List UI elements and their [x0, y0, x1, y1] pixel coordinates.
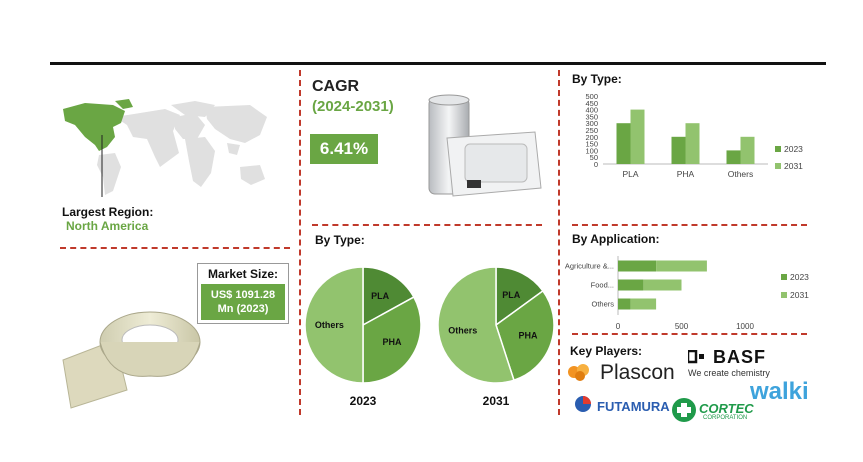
type-bar-ytick: 350 [585, 112, 598, 121]
basf-tagline: We create chemistry [688, 368, 770, 378]
type-bar-title: By Type: [572, 72, 622, 86]
application-bar-row0-2023 [618, 260, 657, 272]
type-bar-ytick: 250 [585, 126, 598, 135]
pie-2023-slice-others [304, 266, 364, 384]
type-bar-ytick: 300 [585, 119, 598, 128]
world-map [63, 99, 267, 197]
cagr-years: (2024-2031) [312, 98, 394, 115]
type-bar-category-label: PHA [677, 169, 695, 179]
type-bar-legend-2031: 2031 [784, 161, 803, 171]
type-bar-ytick: 500 [585, 92, 598, 101]
cortec-logo-subtext: CORPORATION [703, 415, 748, 421]
divider-right-h2 [572, 333, 807, 335]
pie-2031-title: 2031 [483, 394, 510, 408]
plascon-logo-icon [568, 364, 589, 381]
application-bar-legend-swatch-2023 [781, 274, 787, 280]
application-bar-xtick: 500 [675, 322, 689, 331]
type-bar-ytick: 100 [585, 146, 598, 155]
market-size-value-box: US$ 1091.28 Mn (2023) [201, 284, 285, 320]
market-size-value-line2: Mn (2023) [217, 303, 269, 315]
market-size-value-line1: US$ 1091.28 [210, 289, 276, 301]
basf-logo-icon [688, 350, 704, 364]
pie-2023-slice-pla [362, 266, 415, 327]
pie-2023-label-pla: PLA [371, 291, 390, 301]
application-bar-category-label: Agriculture &... [565, 262, 614, 271]
divider-right [558, 70, 560, 415]
type-bar-pha-2023 [671, 136, 686, 164]
type-bar-ytick: 150 [585, 140, 598, 149]
divider-mid-h [312, 224, 542, 226]
type-bar-pla-2031 [630, 109, 645, 164]
application-bar-row1-2023 [618, 279, 644, 291]
pie-2031: PLA PHA Others 2031 [437, 266, 555, 408]
pie-2031-label-pla: PLA [502, 290, 521, 300]
application-bar-xtick: 1000 [736, 322, 754, 331]
pie-section-title: By Type: [315, 233, 365, 247]
application-bar-row1-2031 [643, 279, 682, 291]
pie-charts: PLA PHA Others 2023 PLA PHA Others 2031 [304, 266, 555, 408]
type-bar-legend-swatch-2031 [775, 163, 781, 169]
divider-left-h [60, 247, 290, 249]
largest-region-label: Largest Region: [62, 205, 154, 219]
pie-2031-slice-pla [495, 266, 544, 327]
type-bar-ytick: 450 [585, 99, 598, 108]
application-bar-legend-2031: 2031 [790, 290, 809, 300]
type-bar-ytick: 200 [585, 133, 598, 142]
cagr-value: 6.41% [310, 134, 378, 164]
futamura-logo-text: FUTAMURA [597, 399, 670, 414]
divider-left [299, 70, 301, 415]
type-bar-ytick: 50 [590, 153, 598, 162]
application-bar-row2-2023 [618, 298, 631, 310]
futamura-logo-icon [575, 396, 591, 412]
application-bar-category-label: Others [591, 300, 614, 309]
application-bar-row0-2031 [656, 260, 707, 272]
application-bar-title: By Application: [572, 232, 660, 246]
type-bar-others-2023 [726, 150, 741, 164]
application-bar-legend-2023: 2023 [790, 272, 809, 282]
type-bar-category-label: PLA [622, 169, 638, 179]
packaging-image [428, 94, 542, 197]
pie-2031-slice-others [437, 266, 515, 384]
pie-2023-label-others: Others [315, 320, 344, 330]
pie-2023-slice-pha [362, 296, 422, 384]
pie-2023-title: 2023 [350, 394, 377, 408]
pie-2031-slice-pha [495, 289, 555, 382]
cortec-logo-text: CORTEC [699, 401, 754, 416]
cagr-title: CAGR [312, 78, 360, 95]
type-bar-others-2031 [740, 136, 755, 164]
cortec-logo-icon [672, 398, 696, 422]
application-bar-chart: Agriculture &... Food... Others 0 500 1000 202… [565, 256, 809, 331]
type-bar-ytick: 400 [585, 106, 598, 115]
type-bar-pha-2031 [685, 123, 700, 164]
key-players-title: Key Players: [570, 344, 643, 358]
market-size-card: Market Size: US$ 1091.28 Mn (2023) [197, 263, 289, 324]
walki-logo-text: walki [750, 378, 809, 405]
application-bar-legend-swatch-2031 [781, 292, 787, 298]
type-bar-pla-2023 [616, 123, 631, 164]
pie-2031-label-pha: PHA [518, 330, 538, 340]
market-size-label: Market Size: [207, 267, 279, 281]
type-bar-category-label: Others [728, 169, 754, 179]
largest-region-value: North America [66, 219, 149, 233]
type-bar-ytick: 0 [594, 160, 598, 169]
application-bar-row2-2031 [630, 298, 657, 310]
plascon-logo-text: Plascon [600, 361, 675, 384]
application-bar-xtick: 0 [616, 322, 621, 331]
basf-logo-text: BASF [713, 347, 766, 367]
tape-roll-image [62, 311, 201, 409]
pie-2031-label-others: Others [448, 325, 477, 335]
type-bar-legend-swatch-2023 [775, 146, 781, 152]
top-rule [50, 62, 826, 65]
application-bar-category-label: Food... [591, 281, 614, 290]
type-bar-legend-2023: 2023 [784, 144, 803, 154]
pie-2023-label-pha: PHA [382, 337, 402, 347]
pie-2023: PLA PHA Others 2023 [304, 266, 422, 408]
divider-right-h [572, 224, 807, 226]
